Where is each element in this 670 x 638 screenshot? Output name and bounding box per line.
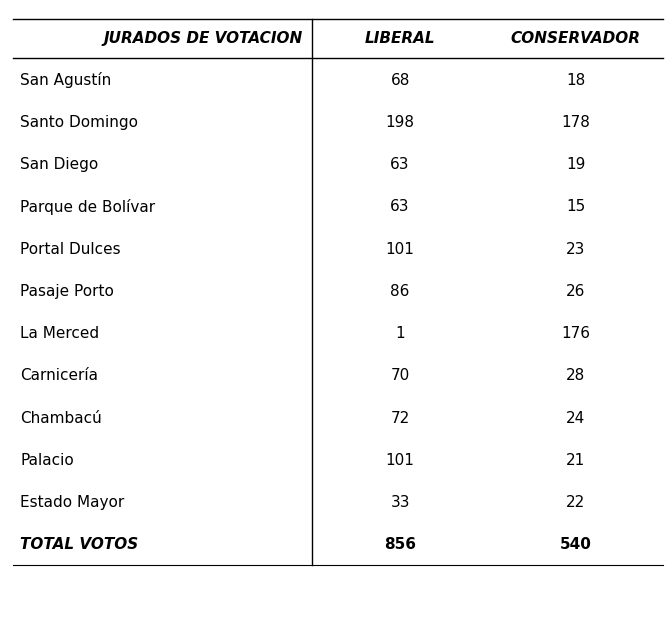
Text: 18: 18	[566, 73, 585, 87]
Text: 101: 101	[386, 242, 415, 256]
Text: 19: 19	[566, 157, 586, 172]
Text: TOTAL VOTOS: TOTAL VOTOS	[20, 537, 138, 553]
Text: LIBERAL: LIBERAL	[364, 31, 436, 46]
Text: 26: 26	[566, 284, 586, 299]
Text: Carnicería: Carnicería	[20, 368, 98, 383]
Text: 68: 68	[391, 73, 410, 87]
Text: Chambacú: Chambacú	[20, 411, 102, 426]
Text: 15: 15	[566, 200, 585, 214]
Text: Palacio: Palacio	[20, 453, 74, 468]
Text: 86: 86	[391, 284, 410, 299]
Text: 178: 178	[561, 115, 590, 130]
Text: San Agustín: San Agustín	[20, 72, 111, 88]
Text: 70: 70	[391, 368, 410, 383]
Text: Santo Domingo: Santo Domingo	[20, 115, 138, 130]
Text: 176: 176	[561, 326, 590, 341]
Text: 33: 33	[391, 495, 410, 510]
Text: La Merced: La Merced	[20, 326, 99, 341]
Text: 23: 23	[566, 242, 586, 256]
Text: 22: 22	[566, 495, 585, 510]
Text: Portal Dulces: Portal Dulces	[20, 242, 121, 256]
Text: CONSERVADOR: CONSERVADOR	[511, 31, 641, 46]
Text: 198: 198	[386, 115, 415, 130]
Text: 63: 63	[391, 200, 410, 214]
Text: 856: 856	[384, 537, 416, 553]
Text: Parque de Bolívar: Parque de Bolívar	[20, 199, 155, 215]
Text: 101: 101	[386, 453, 415, 468]
Text: Estado Mayor: Estado Mayor	[20, 495, 125, 510]
Text: 1: 1	[395, 326, 405, 341]
Text: 540: 540	[559, 537, 592, 553]
Text: 24: 24	[566, 411, 585, 426]
Text: 72: 72	[391, 411, 410, 426]
Text: JURADOS DE VOTACION: JURADOS DE VOTACION	[103, 31, 302, 46]
Text: 63: 63	[391, 157, 410, 172]
Text: 21: 21	[566, 453, 585, 468]
Text: San Diego: San Diego	[20, 157, 98, 172]
Text: Pasaje Porto: Pasaje Porto	[20, 284, 114, 299]
Text: 28: 28	[566, 368, 585, 383]
